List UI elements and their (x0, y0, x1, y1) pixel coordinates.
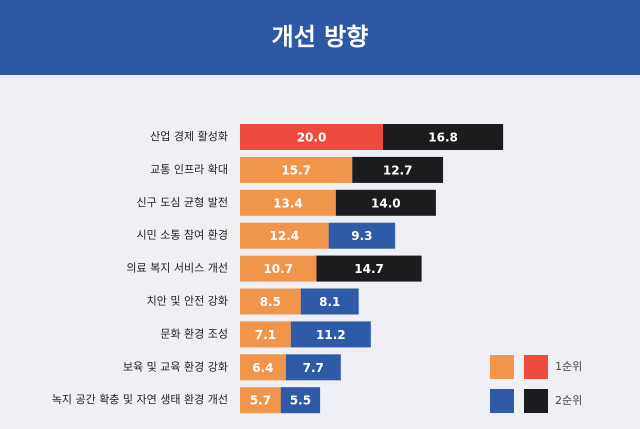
legend-label: 2순위 (555, 394, 582, 407)
bar-segment (280, 387, 321, 414)
value-label: 6.4 (252, 361, 273, 375)
value-label: 11.2 (316, 328, 346, 342)
value-label: 8.5 (260, 295, 281, 309)
legend-swatch (524, 355, 548, 379)
category-label: 문화 환경 조성 (160, 327, 228, 340)
value-label: 14.0 (371, 196, 401, 210)
bar-segment (300, 288, 359, 315)
bar-segment (240, 124, 383, 150)
category-label: 의료 복지 서비스 개선 (126, 262, 228, 275)
bar-segment (240, 156, 353, 183)
value-label: 20.0 (297, 131, 327, 145)
value-label: 9.3 (351, 229, 372, 243)
value-label: 15.7 (281, 163, 311, 177)
bar-segment (240, 321, 291, 348)
legend-swatch (490, 355, 514, 379)
value-label: 10.7 (263, 262, 293, 276)
value-label: 16.8 (428, 131, 458, 145)
bar-segment (383, 124, 504, 150)
bar-segment (290, 321, 371, 348)
bar-segment (316, 255, 422, 282)
bar-segment (240, 255, 317, 282)
bar-segment (328, 222, 396, 249)
category-label: 신구 도심 균형 발전 (137, 196, 228, 209)
bar-segment (352, 156, 444, 183)
value-label: 7.1 (255, 328, 276, 342)
chart-title: 개선 방향 (272, 23, 369, 51)
bar-segment (240, 354, 286, 381)
category-label: 산업 경제 활성화 (150, 129, 228, 143)
value-label: 8.1 (319, 295, 340, 309)
value-label: 5.5 (290, 394, 311, 408)
category-label: 교통 인프라 확대 (150, 163, 228, 176)
value-label: 13.4 (273, 196, 303, 210)
category-label: 녹지 공간 확충 및 자연 생태 환경 개선 (52, 393, 228, 406)
legend-label: 1순위 (555, 360, 582, 373)
bar-segment (240, 189, 336, 216)
bar-segment (285, 354, 341, 381)
legend-swatch (524, 389, 548, 413)
category-label: 보육 및 교육 환경 강화 (123, 360, 228, 373)
bar-segment (240, 387, 281, 414)
value-label: 14.7 (354, 262, 384, 276)
value-label: 12.4 (270, 229, 300, 243)
value-label: 5.7 (250, 394, 271, 408)
category-label: 치안 및 안전 강화 (147, 295, 228, 308)
value-label: 7.7 (303, 361, 324, 375)
legend-swatch (490, 389, 514, 413)
value-label: 12.7 (383, 163, 413, 177)
bar-segment (240, 222, 329, 249)
header (0, 0, 640, 75)
bar-segment (335, 189, 436, 216)
bar-segment (240, 288, 301, 315)
category-label: 시민 소통 참여 환경 (137, 229, 228, 242)
